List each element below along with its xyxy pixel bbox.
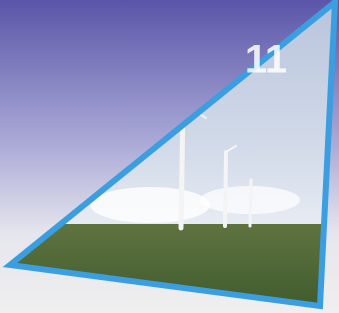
cover-graphic: 11 [0, 0, 339, 313]
badge-number: 11 [245, 38, 287, 82]
cloud [90, 187, 210, 223]
